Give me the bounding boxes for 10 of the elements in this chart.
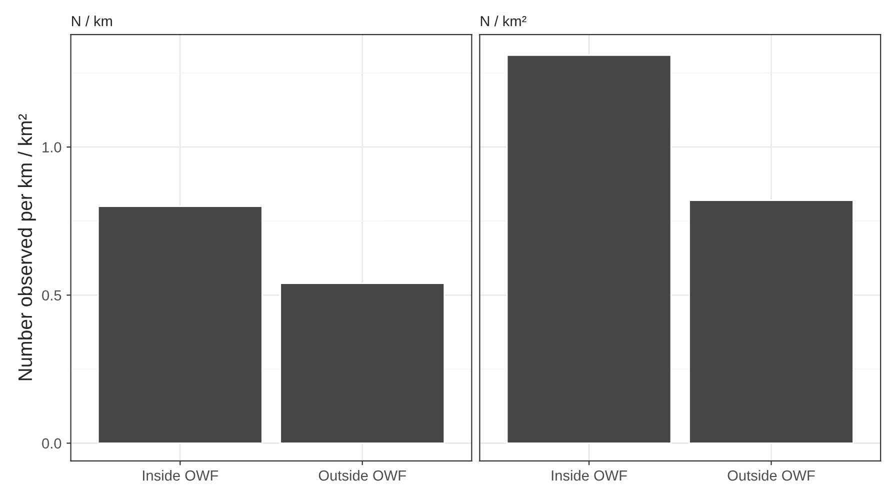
chart-title: N / km xyxy=(72,16,112,26)
y-tick-label: 1.0 xyxy=(42,142,62,152)
y-tick-label: 0.5 xyxy=(42,290,62,301)
x-tick-label: Outside OWF xyxy=(728,470,815,481)
chart-title: N / km² xyxy=(480,16,526,26)
x-tick-label: Inside OWF xyxy=(552,470,627,481)
y-tick-label: 0.0 xyxy=(42,438,62,449)
x-tick-label: Inside OWF xyxy=(142,470,218,481)
y-axis-title: Number observed per km / km² xyxy=(18,114,36,380)
x-tick-label: Outside OWF xyxy=(318,470,406,481)
